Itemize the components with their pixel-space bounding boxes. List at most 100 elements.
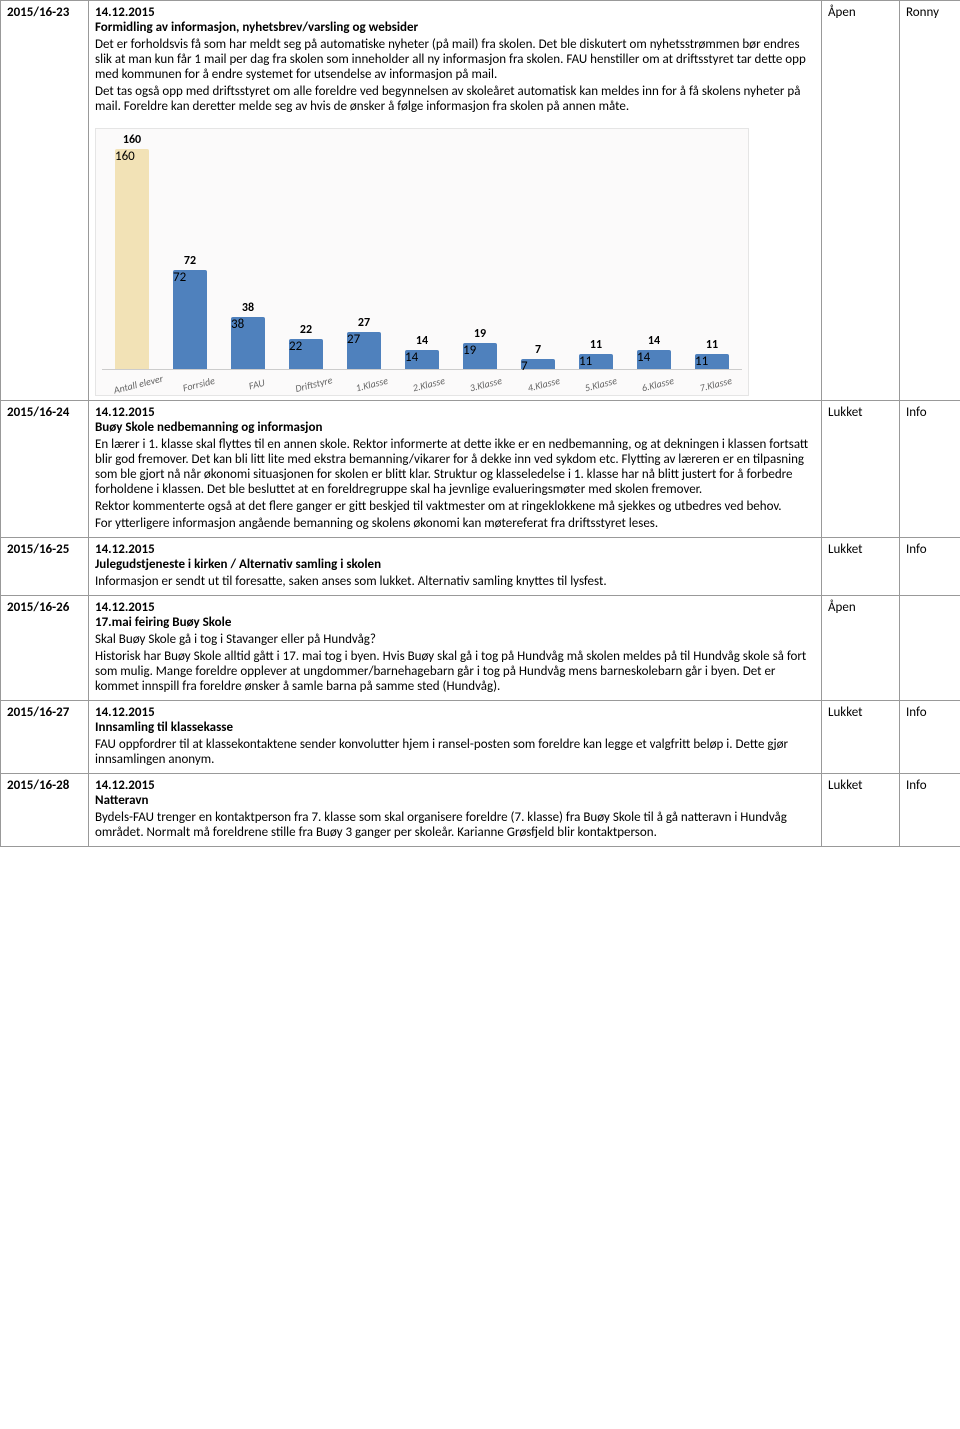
x-label: Antall elever (111, 366, 165, 397)
case-date: 14.12.2015 (95, 600, 155, 615)
status-cell: Lukket (822, 401, 900, 538)
case-paragraph: Det tas også opp med driftsstyret om all… (95, 84, 815, 114)
case-date: 14.12.2015 (95, 705, 155, 720)
case-paragraph: Historisk har Buøy Skole alltid gått i 1… (95, 649, 815, 694)
bar-column: 1111 (690, 338, 734, 369)
table-row: 2015/16-27 14.12.2015Innsamling til klass… (1, 701, 960, 774)
x-label: 3.Klasse (462, 367, 509, 396)
bar: 160 (115, 149, 149, 369)
bar: 22 (289, 339, 323, 369)
assignee-cell (900, 596, 960, 701)
case-body-cell: 14.12.2015Julegudstjeneste i kirken / Al… (89, 538, 822, 596)
bar-column: 3838 (226, 301, 270, 369)
bar-value-label: 14 (648, 334, 660, 348)
bar-value-label: 19 (474, 327, 486, 341)
bar-column: 2727 (342, 316, 386, 369)
case-id: 2015/16-27 (7, 705, 69, 720)
case-id: 2015/16-26 (7, 600, 69, 615)
case-id: 2015/16-23 (7, 5, 69, 20)
bar-column: 1111 (574, 338, 618, 369)
table-row: 2015/16-26 14.12.201517.mai feiring Buøy … (1, 596, 960, 701)
case-body-cell: 14.12.2015Innsamling til klassekasseFAU … (89, 701, 822, 774)
chart-xaxis: Antall eleverForrsideFAUDriftstyre1.Klas… (102, 369, 742, 391)
bar-value-label: 11 (706, 338, 718, 352)
bar: 11 (579, 354, 613, 369)
x-label: Driftstyre (290, 367, 337, 396)
case-id-cell: 2015/16-26 (1, 596, 89, 701)
case-paragraph: Bydels-FAU trenger en kontaktperson fra … (95, 810, 815, 840)
case-id-cell: 2015/16-27 (1, 701, 89, 774)
bar-value-label: 11 (590, 338, 602, 352)
bar-column: 1414 (632, 334, 676, 369)
case-title: Natteravn (95, 793, 148, 808)
case-body-cell: 14.12.201517.mai feiring Buøy Skole Skal … (89, 596, 822, 701)
x-label: 7.Klasse (691, 367, 738, 396)
case-date: 14.12.2015 (95, 542, 155, 557)
bar: 19 (463, 343, 497, 369)
case-id: 2015/16-25 (7, 542, 69, 557)
case-paragraph: Skal Buøy Skole gå i tog i Stavanger ell… (95, 632, 815, 647)
chart-container: 1601607272383822222727141419197711111414… (95, 128, 749, 396)
bar-value-label: 27 (358, 316, 370, 330)
assignee-cell: Info (900, 774, 960, 847)
x-label: 6.Klasse (634, 367, 681, 396)
bar-column: 1919 (458, 327, 502, 369)
table-row: 2015/16-24 14.12.2015Buøy Skole nedbemann… (1, 401, 960, 538)
minutes-table: 2015/16-2314.12.2015Formidling av inform… (0, 0, 960, 847)
bar-value-label: 7 (535, 343, 541, 357)
x-label: 2.Klasse (405, 367, 452, 396)
bar: 14 (405, 350, 439, 369)
x-label: 1.Klasse (347, 367, 394, 396)
assignee-cell: Info (900, 401, 960, 538)
case-id: 2015/16-28 (7, 778, 69, 793)
case-id: 2015/16-24 (7, 405, 69, 420)
case-title: 17.mai feiring Buøy Skole (95, 615, 231, 630)
assignee-cell: Ronny (900, 1, 960, 401)
bar-value-label: 14 (416, 334, 428, 348)
status-cell: Åpen (822, 596, 900, 701)
case-id-cell: 2015/16-25 (1, 538, 89, 596)
bar-chart: 1601607272383822222727141419197711111414… (102, 139, 742, 369)
table-row: 2015/16-23 14.12.2015Formidling av inform… (1, 1, 960, 401)
x-label: 5.Klasse (577, 367, 624, 396)
case-body-cell: 14.12.2015Buøy Skole nedbemanning og inf… (89, 401, 822, 538)
status-cell: Lukket (822, 701, 900, 774)
table-row: 2015/16-28 14.12.2015Natteravn Bydels-FAU … (1, 774, 960, 847)
case-title: Buøy Skole nedbemanning og informasjon (95, 420, 322, 435)
status-cell: Åpen (822, 1, 900, 401)
x-label: FAU (232, 367, 279, 396)
bar-column: 77 (516, 343, 560, 369)
table-row: 2015/16-25 14.12.2015Julegudstjeneste i k… (1, 538, 960, 596)
case-title: Formidling av informasjon, nyhetsbrev/va… (95, 20, 418, 35)
bar-value-label: 38 (242, 301, 254, 315)
case-id-cell: 2015/16-24 (1, 401, 89, 538)
assignee-cell: Info (900, 538, 960, 596)
status-cell: Lukket (822, 774, 900, 847)
x-label: Forrside (175, 367, 222, 396)
case-paragraph: For ytterligere informasjon angående bem… (95, 516, 815, 531)
assignee-cell: Info (900, 701, 960, 774)
case-body-cell: 14.12.2015Formidling av informasjon, nyh… (89, 1, 822, 401)
bar-value-label: 160 (123, 133, 141, 147)
case-paragraph: En lærer i 1. klasse skal flyttes til en… (95, 437, 815, 497)
bar: 11 (695, 354, 729, 369)
case-title: Julegudstjeneste i kirken / Alternativ s… (95, 557, 381, 572)
case-id-cell: 2015/16-28 (1, 774, 89, 847)
case-title: Innsamling til klassekasse (95, 720, 233, 735)
case-paragraph: Rektor kommenterte også at det flere gan… (95, 499, 815, 514)
bar-column: 1414 (400, 334, 444, 369)
case-paragraph: Informasjon er sendt ut til foresatte, s… (95, 574, 815, 589)
status-cell: Lukket (822, 538, 900, 596)
bar-column: 2222 (284, 323, 328, 369)
case-paragraph: Det er forholdsvis få som har meldt seg … (95, 37, 815, 82)
bar: 27 (347, 332, 381, 369)
bar: 72 (173, 270, 207, 369)
bar-column: 7272 (168, 254, 212, 369)
bar: 14 (637, 350, 671, 369)
case-body-cell: 14.12.2015Natteravn Bydels-FAU trenger en… (89, 774, 822, 847)
case-id-cell: 2015/16-23 (1, 1, 89, 401)
bar-column: 160160 (110, 133, 154, 369)
bar-value-label: 72 (184, 254, 196, 268)
case-date: 14.12.2015 (95, 5, 155, 20)
case-date: 14.12.2015 (95, 778, 155, 793)
